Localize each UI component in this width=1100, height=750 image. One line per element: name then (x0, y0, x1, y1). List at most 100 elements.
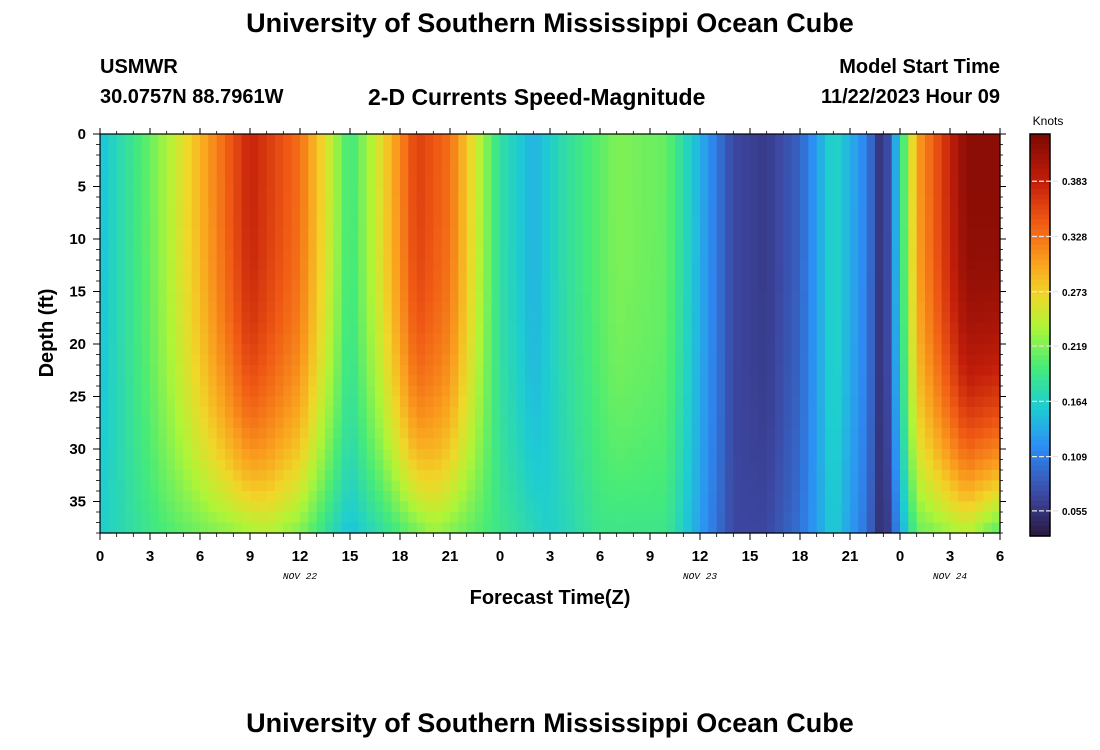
heatmap-cell (533, 438, 543, 450)
heatmap-cell (275, 365, 284, 377)
heatmap-cell (866, 207, 876, 219)
heatmap-cell (250, 470, 259, 482)
heatmap-cell (341, 501, 351, 513)
heatmap-cell (716, 407, 726, 419)
heatmap-cell (350, 323, 359, 335)
heatmap-cell (716, 470, 726, 482)
heatmap-cell (616, 333, 626, 345)
heatmap-cell (533, 344, 543, 356)
heatmap-cell (583, 449, 593, 461)
heatmap-cell (825, 176, 834, 188)
heatmap-cell (783, 501, 793, 513)
heatmap-cell (116, 239, 126, 251)
colorbar-segment (1030, 450, 1050, 457)
heatmap-cell (141, 522, 151, 534)
heatmap-cell (866, 407, 876, 419)
heatmap-cell (908, 186, 918, 198)
heatmap-cell (291, 207, 301, 219)
heatmap-cell (425, 239, 434, 251)
heatmap-cell (625, 218, 634, 230)
heatmap-cell (933, 228, 943, 240)
heatmap-cell (991, 186, 1001, 198)
heatmap-cell (983, 165, 993, 177)
heatmap-cell (600, 396, 609, 408)
heatmap-cell (975, 186, 984, 198)
heatmap-cell (933, 522, 943, 534)
heatmap-cell (841, 365, 851, 377)
heatmap-cell (850, 428, 859, 440)
heatmap-cell (908, 375, 918, 387)
heatmap-cell (966, 354, 976, 366)
heatmap-cell (525, 354, 534, 366)
heatmap-cell (766, 449, 776, 461)
heatmap-cell (483, 155, 493, 167)
heatmap-cell (200, 375, 209, 387)
heatmap-cell (350, 522, 359, 534)
heatmap-cell (300, 260, 309, 272)
heatmap-cell (441, 407, 451, 419)
heatmap-cell (483, 480, 493, 492)
heatmap-cell (933, 480, 943, 492)
heatmap-cell (983, 375, 993, 387)
heatmap-cell (100, 291, 109, 303)
heatmap-cell (308, 480, 318, 492)
heatmap-cell (283, 270, 293, 282)
heatmap-cell (433, 470, 443, 482)
heatmap-cell (241, 186, 251, 198)
heatmap-cell (883, 344, 893, 356)
heatmap-cell (633, 218, 643, 230)
heatmap-cell (775, 522, 784, 534)
heatmap-cell (200, 218, 209, 230)
heatmap-cell (108, 186, 118, 198)
heatmap-cell (325, 459, 334, 471)
heatmap-cell (841, 260, 851, 272)
heatmap-cell (725, 291, 734, 303)
heatmap-cell (358, 144, 368, 156)
heatmap-cell (208, 186, 218, 198)
heatmap-cell (116, 165, 126, 177)
heatmap-cell (500, 396, 509, 408)
heatmap-cell (500, 249, 509, 261)
heatmap-cell (450, 312, 459, 324)
heatmap-cell (608, 501, 618, 513)
heatmap-cell (533, 144, 543, 156)
heatmap-cell (208, 501, 218, 513)
heatmap-cell (758, 333, 768, 345)
heatmap-cell (791, 428, 801, 440)
heatmap-cell (966, 491, 976, 503)
heatmap-cell (425, 512, 434, 524)
heatmap-cell (575, 165, 584, 177)
heatmap-cell (375, 512, 384, 524)
heatmap-cell (166, 249, 176, 261)
heatmap-cell (816, 344, 826, 356)
heatmap-cell (933, 176, 943, 188)
heatmap-cell (108, 470, 118, 482)
heatmap-cell (891, 459, 901, 471)
heatmap-cell (316, 459, 326, 471)
heatmap-cell (175, 438, 184, 450)
heatmap-cell (741, 291, 751, 303)
heatmap-cell (741, 144, 751, 156)
heatmap-cell (266, 239, 276, 251)
heatmap-cell (225, 323, 234, 335)
heatmap-cell (408, 344, 418, 356)
heatmap-cell (141, 249, 151, 261)
heatmap-cell (825, 386, 834, 398)
heatmap-cell (533, 470, 543, 482)
heatmap-cell (233, 302, 243, 314)
heatmap-cell (266, 186, 276, 198)
heatmap-cell (683, 260, 693, 272)
heatmap-cell (816, 470, 826, 482)
heatmap-cell (933, 417, 943, 429)
heatmap-cell (141, 176, 151, 188)
heatmap-cell (225, 144, 234, 156)
heatmap-cell (966, 522, 976, 534)
heatmap-cell (383, 407, 393, 419)
heatmap-cell (775, 270, 784, 282)
heatmap-cell (350, 291, 359, 303)
heatmap-cell (966, 480, 976, 492)
heatmap-cell (758, 270, 768, 282)
heatmap-cell (850, 365, 859, 377)
heatmap-cell (341, 512, 351, 524)
heatmap-cell (983, 459, 993, 471)
